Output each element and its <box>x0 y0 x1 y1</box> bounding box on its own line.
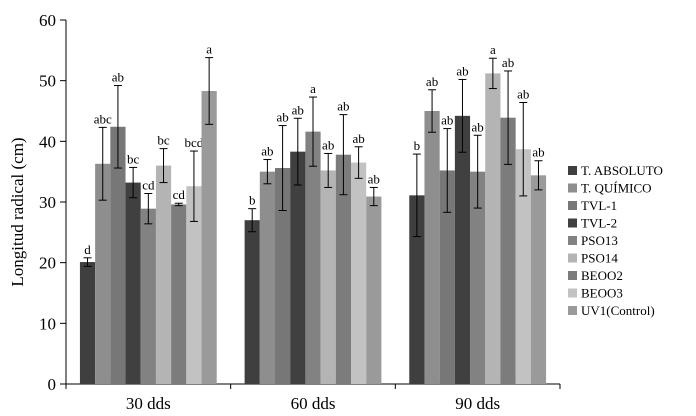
significance-label: ab <box>261 144 273 159</box>
bar <box>201 90 217 384</box>
legend: T. ABSOLUTO T. QUÍMICO TVL-1 TVL-2 PSO13 PSO1… <box>568 163 663 318</box>
bar <box>95 163 111 384</box>
significance-label: bc <box>127 151 140 166</box>
significance-label: cd <box>142 178 155 193</box>
significance-label: bc <box>157 133 170 148</box>
significance-label: ab <box>352 131 364 146</box>
significance-label: ab <box>276 110 288 125</box>
bar <box>305 131 321 384</box>
legend-entry: TVL-1 <box>581 198 617 213</box>
significance-label: ab <box>426 74 438 89</box>
x-category-label: 60 dds <box>291 394 336 413</box>
significance-label: a <box>310 81 316 96</box>
legend-swatch <box>568 236 577 245</box>
significance-label: ab <box>502 55 514 70</box>
legend-swatch <box>568 306 577 315</box>
bar <box>351 162 367 384</box>
bar <box>485 73 501 385</box>
significance-label: ab <box>517 87 529 102</box>
significance-label: bcd <box>185 135 204 150</box>
legend-swatch <box>568 218 577 228</box>
significance-label: ab <box>368 171 380 186</box>
bar <box>186 186 202 384</box>
y-tick-label: 40 <box>39 132 56 151</box>
legend-swatch <box>568 183 577 193</box>
y-tick-label: 10 <box>39 314 56 333</box>
significance-label: b <box>414 138 421 153</box>
bar <box>515 149 531 384</box>
bar <box>140 208 156 384</box>
significance-label: ab <box>532 145 544 160</box>
bar <box>79 262 96 384</box>
significance-label: ab <box>472 119 484 134</box>
bar <box>244 220 260 384</box>
legend-swatch <box>568 253 577 263</box>
significance-label: abc <box>94 111 112 126</box>
legend-entry: T. ABSOLUTO <box>581 163 663 178</box>
significance-label: a <box>206 42 212 57</box>
significance-label: ab <box>322 137 334 152</box>
legend-entry: T. QUÍMICO <box>581 181 652 196</box>
bar <box>125 182 141 384</box>
significance-label: ab <box>456 63 468 78</box>
bar <box>155 165 172 384</box>
bar <box>259 171 275 384</box>
legend-entry: BEOO2 <box>581 268 623 283</box>
bar <box>470 171 486 384</box>
significance-label: ab <box>292 102 304 117</box>
bar <box>454 115 471 384</box>
y-tick-label: 30 <box>39 193 56 212</box>
y-tick-label: 50 <box>39 72 56 91</box>
significance-label: b <box>249 193 256 208</box>
legend-entry: UV1(Control) <box>581 303 655 318</box>
bar <box>409 195 425 384</box>
significance-label: a <box>490 42 496 57</box>
y-tick-label: 20 <box>39 254 56 273</box>
significance-label: d <box>84 242 91 257</box>
bar <box>171 204 187 384</box>
x-category-label: 90 dds <box>455 394 500 413</box>
legend-entry: PSO13 <box>581 233 618 248</box>
bar <box>500 117 516 384</box>
bar <box>290 151 306 384</box>
significance-label: ab <box>441 113 453 128</box>
legend-entry: TVL-2 <box>581 216 617 231</box>
bar <box>530 175 547 384</box>
legend-entry: BEOO3 <box>581 286 623 301</box>
y-axis-label: Longitud radical (cm) <box>8 137 27 286</box>
significance-label: cd <box>173 187 186 202</box>
legend-swatch <box>568 166 577 175</box>
bar <box>275 168 291 384</box>
bar <box>335 154 351 384</box>
significance-label: ab <box>337 99 349 114</box>
bar <box>366 196 382 384</box>
legend-swatch <box>568 288 577 298</box>
x-category-label: 30 dds <box>126 394 171 413</box>
legend-entry: PSO14 <box>581 251 618 266</box>
bar <box>424 111 440 384</box>
bar <box>320 170 336 384</box>
legend-swatch <box>568 201 577 210</box>
bar <box>439 170 455 384</box>
significance-label: ab <box>112 70 124 85</box>
bar <box>110 126 126 385</box>
y-tick-label: 0 <box>48 375 57 394</box>
legend-swatch <box>568 271 577 280</box>
y-tick-label: 60 <box>39 11 56 30</box>
